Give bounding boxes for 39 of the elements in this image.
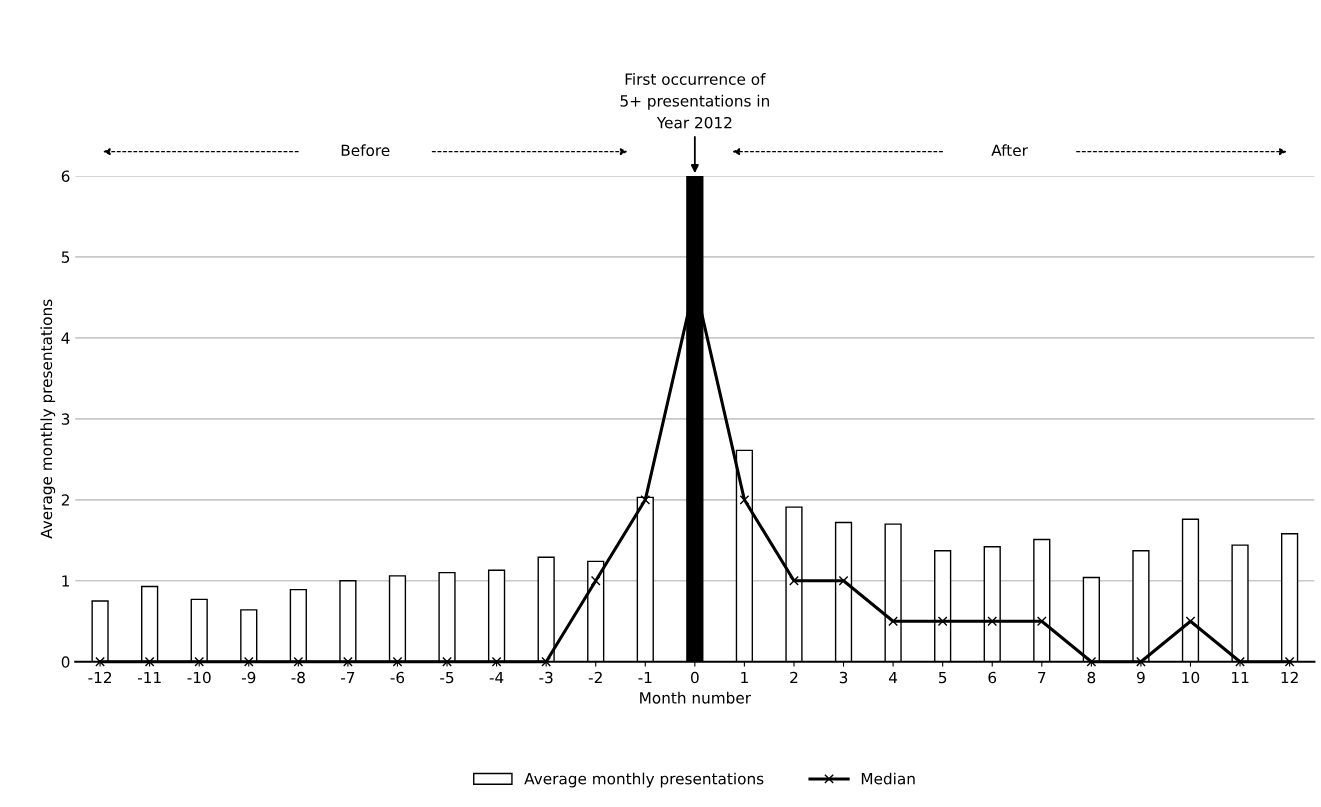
x-tick-label: -11 [137,671,161,684]
x-tick-label: 7 [1038,671,1046,684]
x-tick-label: 10 [1182,671,1200,684]
x-tick-label: 3 [839,671,848,684]
x-tick-label: -3 [539,671,553,684]
x-tick-label: 2 [790,671,798,684]
y-tick-label: 2 [61,494,69,506]
text: Before [341,144,390,157]
x-tick-label: -7 [341,671,355,684]
y-tick-label: 5 [61,251,70,263]
y-tick-label: 0 [61,656,70,668]
x-tick-label: 9 [1137,671,1145,684]
x-tick-label: -8 [291,671,305,684]
x-axis-title: Month number [640,691,752,704]
x-tick-label: -10 [187,671,211,684]
y-tick-label: 4 [61,332,70,344]
legend-label: Average monthly presentations [524,772,764,788]
x-tick-label: 1 [741,671,748,684]
x-tick-label: 5 [938,671,947,684]
x-tick-label: -2 [588,671,602,684]
x-tick-label: 8 [1087,671,1096,684]
x-tick-label: -9 [241,671,256,684]
legend-label: Median [861,772,915,785]
x-tick-label: -12 [88,671,112,684]
x-tick-label: -4 [489,671,504,684]
x-tick-label: 6 [988,671,997,684]
x-tick-label: 0 [690,671,699,684]
x-tick-label: -6 [390,671,405,684]
x-tick-label: 4 [888,671,898,684]
y-axis-title: Average monthly presentations [40,299,56,539]
text: After [991,144,1028,157]
x-tick-label: 11 [1232,671,1249,684]
y-tick-label: 1 [62,575,70,587]
y-tick-label: 3 [61,413,70,425]
x-tick-label: -1 [638,671,652,684]
annotation: First occurrence of 5+ presentations in Year 2012 [620,73,769,129]
y-tick-label: 6 [61,170,70,182]
x-tick-label: 12 [1281,671,1298,684]
x-tick-label: -5 [440,671,454,684]
